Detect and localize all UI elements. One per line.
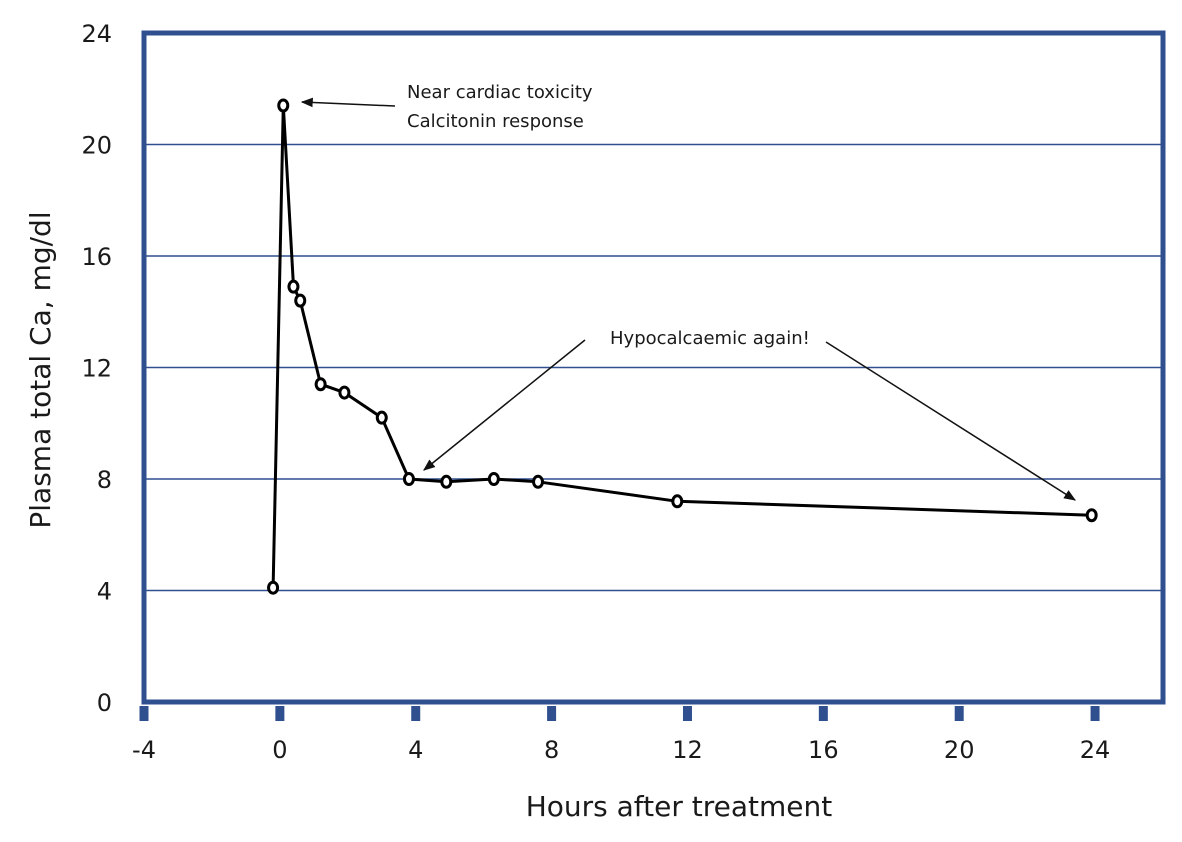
x-tick-label-4: 4	[408, 736, 423, 764]
y-tick-label-16: 16	[81, 243, 112, 271]
x-tick-label-24: 24	[1080, 736, 1111, 764]
annotation-hypocalcaemic: Hypocalcaemic again!	[610, 328, 810, 349]
x-tick-label-20: 20	[944, 736, 975, 764]
y-tick-label-8: 8	[97, 466, 112, 494]
data-point	[314, 377, 327, 392]
annotation-cardiac-arrow	[300, 97, 396, 108]
annotations: Near cardiac toxicity Calcitonin respons…	[300, 82, 1077, 501]
data-point	[287, 279, 300, 294]
y-tick-label-20: 20	[81, 132, 112, 160]
annotation-cardiac-line2: Calcitonin response	[407, 111, 584, 132]
y-tick-label-12: 12	[81, 355, 112, 383]
y-tick-label-4: 4	[97, 578, 112, 606]
data-point	[267, 580, 280, 595]
y-tick-label-24: 24	[81, 20, 112, 48]
y-axis-title: Plasma total Ca, mg/dl	[24, 211, 57, 528]
series-layer	[267, 98, 1098, 595]
data-point	[402, 472, 415, 486]
x-tick-label-16: 16	[808, 736, 839, 764]
y-tick-label-0: 0	[97, 689, 112, 717]
data-point	[1085, 508, 1098, 523]
x-axis-tick-marks	[139, 706, 1100, 721]
grid-lines	[144, 143, 1163, 592]
data-point	[487, 472, 500, 486]
x-tick-label-0: 0	[272, 736, 287, 764]
data-point	[532, 474, 545, 489]
annotation-cardiac-line1: Near cardiac toxicity	[407, 82, 593, 103]
annotation-hypo-arrow-right	[825, 341, 1077, 501]
x-tick-label-8: 8	[544, 736, 559, 764]
plot-frame	[141, 30, 1166, 705]
data-point	[294, 293, 307, 308]
data-point	[440, 474, 453, 489]
x-tick-label--4: -4	[132, 736, 156, 764]
data-point	[671, 494, 684, 509]
x-axis-title: Hours after treatment	[526, 790, 833, 823]
data-point	[375, 410, 388, 425]
x-tick-label-12: 12	[672, 736, 703, 764]
x-axis-tick-labels: -4 0 4 8 12 16 20 24	[132, 736, 1110, 764]
data-point	[338, 385, 351, 400]
data-point	[277, 98, 290, 113]
y-axis-tick-labels: 0 4 8 12 16 20 24	[81, 20, 112, 717]
annotation-hypo-arrow-left	[423, 339, 586, 471]
